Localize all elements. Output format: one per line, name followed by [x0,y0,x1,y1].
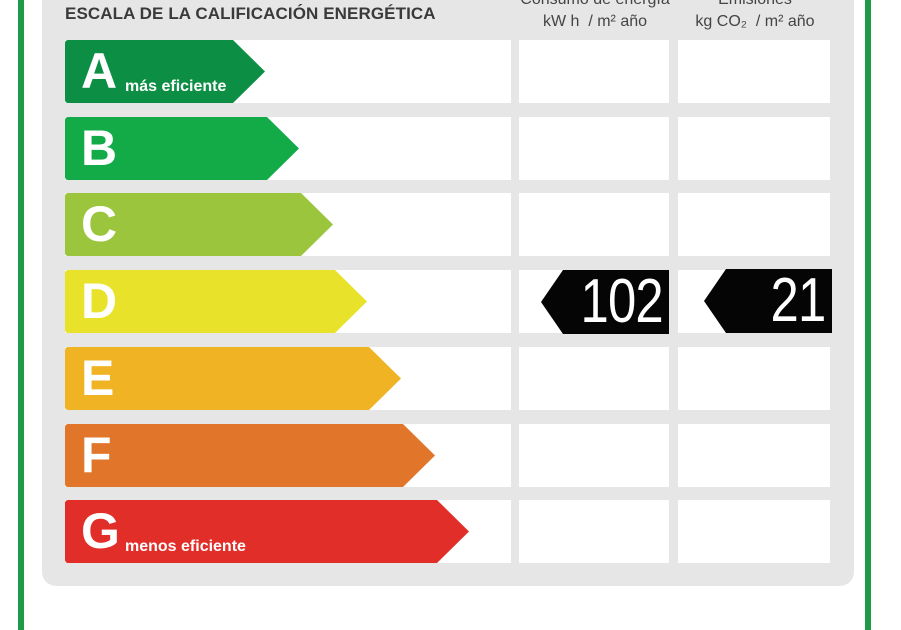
energy-value-tag: 102 [541,270,669,334]
energy-cell-b [519,117,669,180]
emissions-value: 21 [770,266,827,335]
label-title: ESCALA DE LA CALIFICACIÓN ENERGÉTICA [65,4,436,23]
class-arrow-c: C [65,193,333,256]
emissions-cell-g [678,500,830,563]
class-letter: G [81,503,120,559]
class-note: más eficiente [125,78,227,95]
emissions-cell-e [678,347,830,410]
class-letter: C [81,196,118,252]
energy-cell-f [519,424,669,487]
energy-cell-g [519,500,669,563]
energy-cell-e [519,347,669,410]
energy-column-title: Consumo de energía [514,0,676,11]
class-letter: F [81,427,112,483]
class-letter: B [81,120,118,176]
class-arrow-d: D [65,270,367,333]
emissions-cell-a [678,40,830,103]
class-arrow-e: E [65,347,401,410]
energy-cell-c [519,193,669,256]
energy-cell-a [519,40,669,103]
class-arrow-b: B [65,117,299,180]
emissions-cell-f [678,424,830,487]
emissions-cell-b [678,117,830,180]
energy-column-header: Consumo de energía kW h / m² año [514,0,676,33]
class-letter: E [81,350,115,406]
class-note: menos eficiente [125,538,246,555]
emissions-cell-c [678,193,830,256]
emissions-value-tag: 21 [704,269,832,333]
emissions-column-header: Emisiones kg CO₂ / m² año [676,0,834,33]
class-letter: D [81,273,118,329]
energy-column-unit: kW h / m² año [542,13,648,30]
class-arrow-f: F [65,424,435,487]
class-letter: A [81,43,118,99]
emissions-column-unit: kg CO₂ / m² año [695,13,815,30]
emissions-column-title: Emisiones [676,0,834,11]
energy-value: 102 [580,267,663,336]
